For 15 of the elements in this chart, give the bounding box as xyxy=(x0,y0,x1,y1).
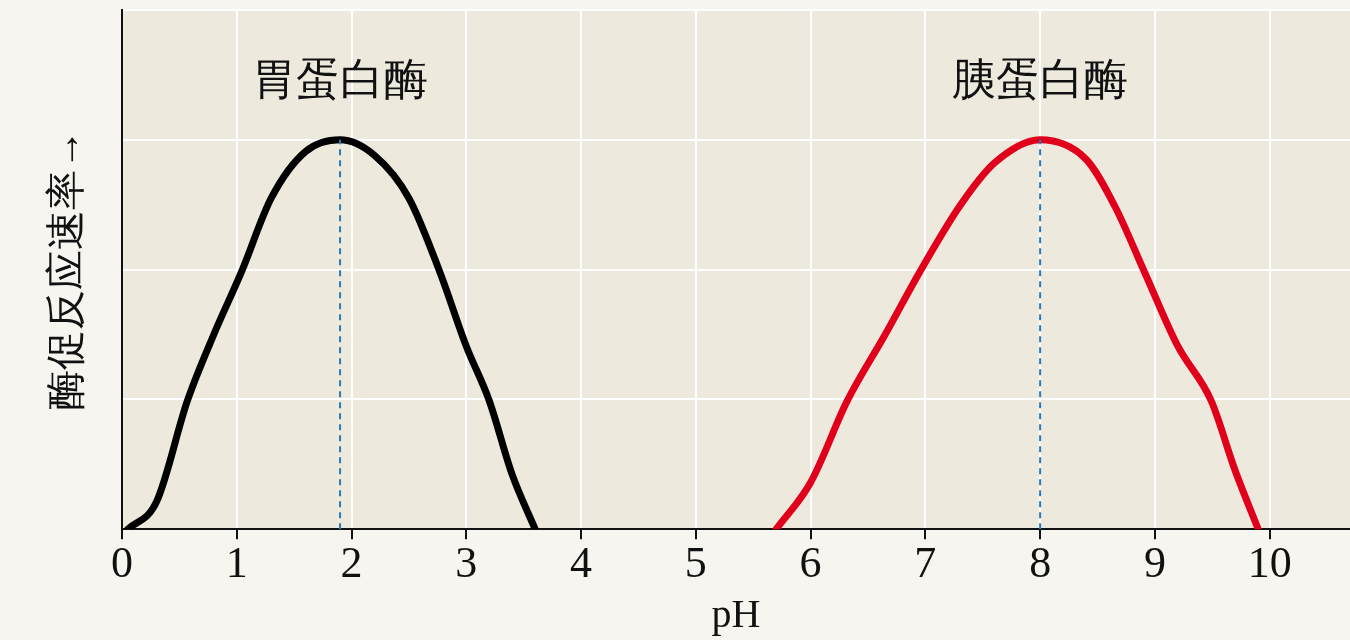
series-label: 胃蛋白酶 xyxy=(252,55,429,105)
series-label: 胰蛋白酶 xyxy=(952,55,1129,105)
x-tick-label: 6 xyxy=(799,538,822,588)
x-tick-label: 8 xyxy=(1029,538,1052,588)
x-tick-label: 2 xyxy=(340,538,363,588)
x-tick-label: 1 xyxy=(225,538,248,588)
x-tick-label: 3 xyxy=(455,538,478,588)
x-axis-title: pH xyxy=(711,590,761,636)
x-tick-label: 5 xyxy=(684,538,707,588)
y-axis-title: 酶促反应速率→ xyxy=(42,129,88,410)
x-tick-label: 0 xyxy=(111,538,133,588)
x-tick-label: 10 xyxy=(1247,538,1292,588)
x-tick-label: 9 xyxy=(1143,538,1166,588)
x-tick-label: 4 xyxy=(570,538,593,588)
x-tick-label: 7 xyxy=(914,538,937,588)
